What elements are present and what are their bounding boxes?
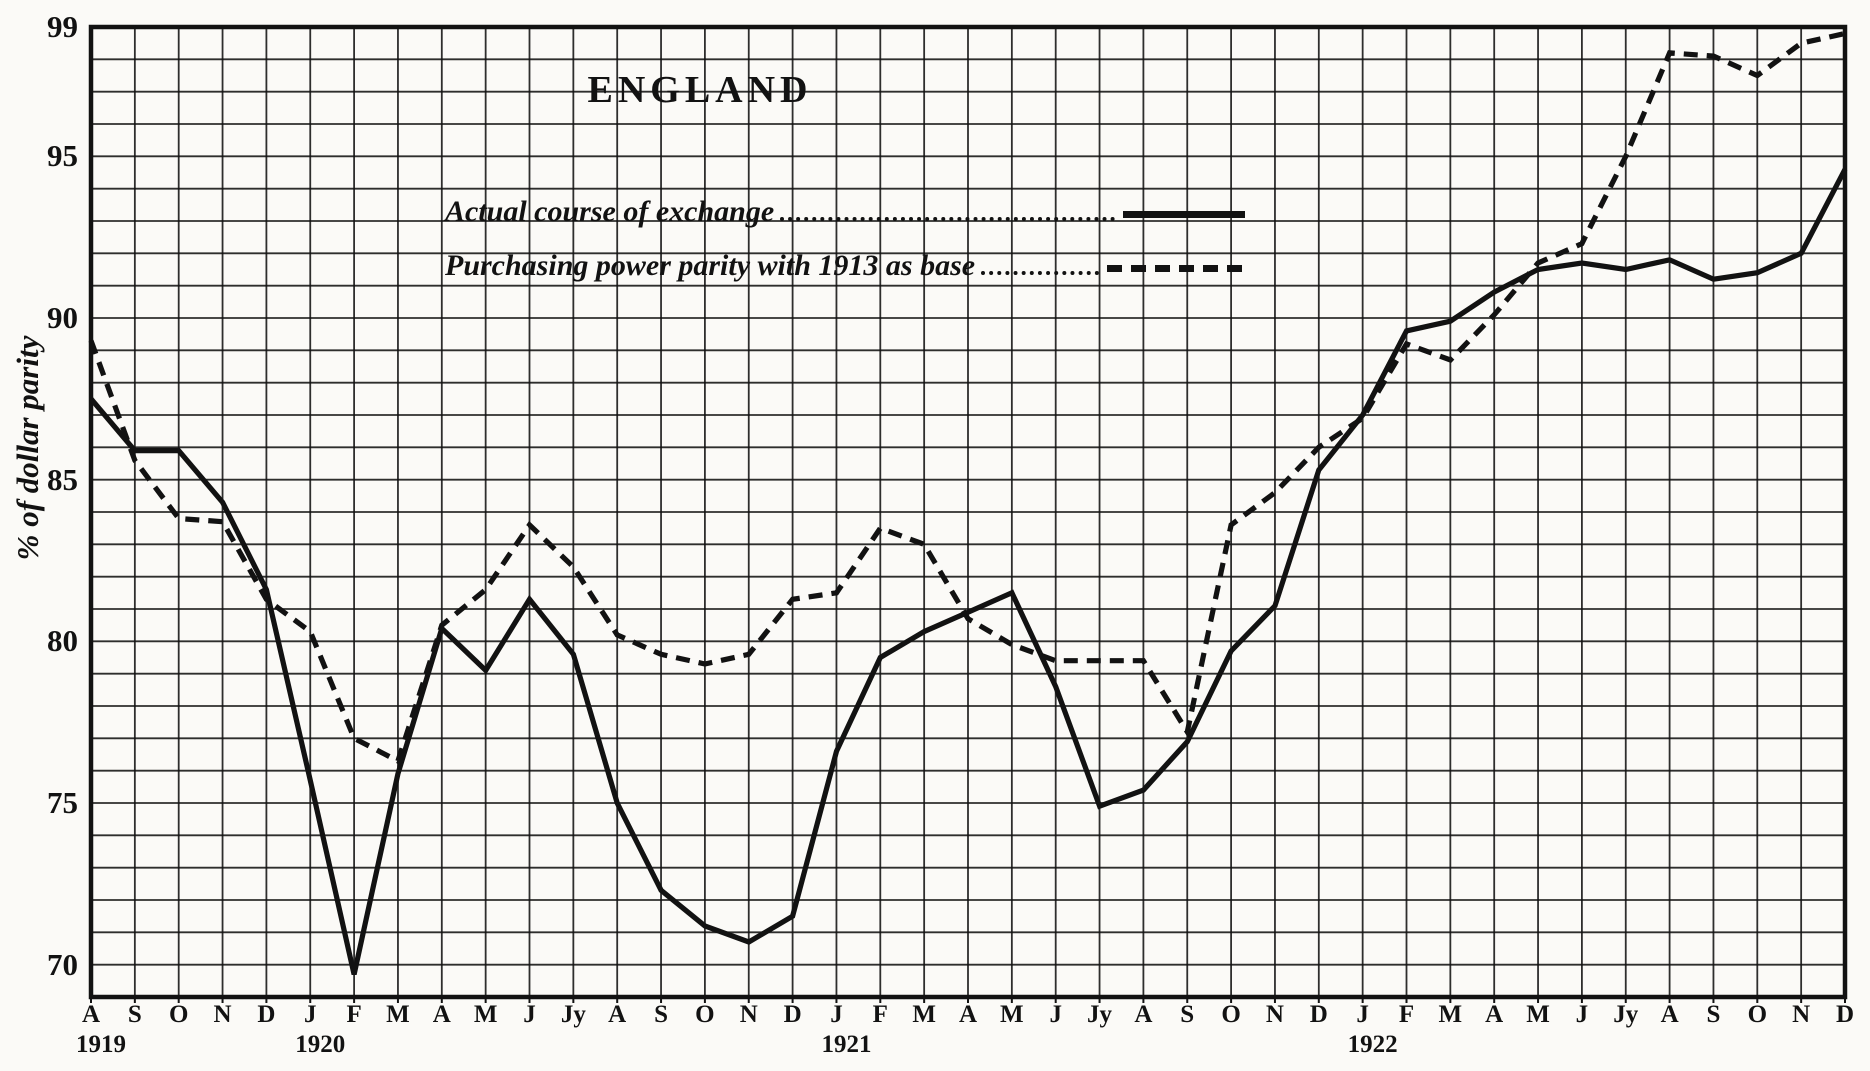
- x-axis-year-label: 1919: [76, 1031, 126, 1058]
- x-tick-label-month: J: [1356, 1001, 1369, 1028]
- x-tick-label-month: M: [1526, 1001, 1550, 1028]
- legend-dotted-leader: [981, 271, 1099, 275]
- x-tick-label-month: S: [654, 1001, 668, 1028]
- x-tick-label-month: O: [695, 1001, 715, 1028]
- x-tick-label-month: D: [1835, 1001, 1855, 1028]
- x-axis-year-label: 1920: [295, 1031, 346, 1058]
- x-tick-label-month: M: [1000, 1001, 1024, 1028]
- x-tick-label-month: S: [1706, 1001, 1721, 1028]
- x-axis-year-label: 1922: [1347, 1031, 1398, 1058]
- x-tick-label-month: Jy: [1087, 1001, 1113, 1028]
- chart-title: ENGLAND: [587, 69, 813, 111]
- x-tick-label-month: M: [912, 1001, 936, 1028]
- x-tick-label-month: A: [1660, 1001, 1679, 1028]
- legend-item-actual-exchange: Actual course of exchange: [445, 192, 1245, 230]
- legend-item-purchasing-power-parity: Purchasing power parity with 1913 as bas…: [445, 246, 1245, 284]
- x-tick-label-month: A: [1485, 1001, 1504, 1028]
- legend-dotted-leader: [780, 217, 1115, 221]
- y-tick-label: 75: [47, 785, 78, 820]
- x-tick-label-month: J: [304, 1001, 317, 1028]
- x-tick-label-month: J: [1049, 1001, 1062, 1028]
- x-tick-label-month: A: [432, 1001, 451, 1028]
- x-tick-label-month: J: [523, 1001, 536, 1028]
- x-tick-label-month: M: [1438, 1001, 1463, 1028]
- series-line-actual-exchange: [89, 168, 1848, 975]
- x-tick-label-month: A: [958, 1001, 978, 1028]
- x-tick-label-month: N: [739, 1001, 758, 1028]
- x-tick-label-month: M: [473, 1001, 498, 1028]
- x-tick-label-month: M: [386, 1001, 410, 1028]
- legend-solid-line-swatch: [1123, 211, 1245, 218]
- y-tick-label: 90: [47, 300, 78, 335]
- y-tick-label: 99: [47, 9, 78, 44]
- x-tick-label-month: Jy: [1613, 1001, 1639, 1028]
- legend-label-purchasing-power-parity: Purchasing power parity with 1913 as bas…: [445, 249, 976, 282]
- y-tick-label: 85: [47, 461, 78, 497]
- y-tick-label: 70: [47, 946, 78, 982]
- x-tick-label-month: F: [346, 1001, 362, 1028]
- x-tick-label-month: A: [608, 1001, 627, 1028]
- x-tick-label-month: D: [257, 1001, 276, 1028]
- x-tick-label-month: N: [213, 1001, 232, 1028]
- x-tick-label-month: A: [81, 1001, 101, 1028]
- legend-dashed-line-swatch: [1107, 265, 1245, 272]
- plot-border: [88, 24, 1848, 1000]
- x-axis-year-label: 1921: [821, 1031, 872, 1058]
- x-tick-label-month: D: [1309, 1001, 1328, 1028]
- x-tick-label-month: J: [1575, 1001, 1589, 1028]
- x-tick-label-month: O: [168, 1001, 189, 1028]
- x-tick-label-month: O: [1221, 1001, 1241, 1028]
- x-tick-label-month: N: [1792, 1001, 1811, 1028]
- y-tick-label: 80: [47, 623, 78, 659]
- x-tick-label-month: F: [872, 1001, 888, 1028]
- x-tick-label-month: D: [783, 1001, 802, 1028]
- x-tick-label-month: O: [1747, 1001, 1768, 1028]
- x-tick-label-month: N: [1265, 1001, 1284, 1028]
- x-tick-label-month: S: [127, 1001, 142, 1028]
- x-tick-label-month: J: [830, 1001, 843, 1028]
- legend-label-actual-exchange: Actual course of exchange: [445, 195, 775, 228]
- x-tick-label-month: Jy: [560, 1001, 586, 1028]
- x-tick-label-month: S: [1180, 1001, 1195, 1028]
- x-tick-label-month: A: [1134, 1001, 1153, 1028]
- x-tick-label-month: F: [1398, 1001, 1415, 1028]
- y-tick-label: 95: [47, 138, 78, 174]
- series-line-purchasing-power-parity: [88, 30, 1846, 765]
